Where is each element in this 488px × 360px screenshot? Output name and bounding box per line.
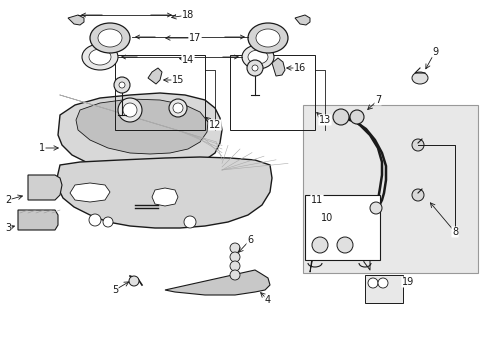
- Polygon shape: [18, 210, 58, 230]
- Text: 16: 16: [293, 63, 305, 73]
- Ellipse shape: [89, 49, 111, 65]
- Bar: [305, 195, 379, 260]
- Text: 4: 4: [264, 295, 270, 305]
- Circle shape: [411, 189, 423, 201]
- Circle shape: [349, 110, 363, 124]
- Circle shape: [369, 202, 381, 214]
- Bar: [229, 55, 314, 130]
- Circle shape: [118, 98, 142, 122]
- Bar: [303, 105, 477, 273]
- Circle shape: [332, 109, 348, 125]
- Circle shape: [119, 82, 125, 88]
- Text: 3: 3: [5, 223, 11, 233]
- Ellipse shape: [98, 29, 122, 47]
- Text: 2: 2: [5, 195, 11, 205]
- Circle shape: [103, 217, 113, 227]
- Text: 1: 1: [39, 143, 45, 153]
- Text: 15: 15: [171, 75, 184, 85]
- Bar: [115, 55, 204, 130]
- Ellipse shape: [411, 72, 427, 84]
- Circle shape: [229, 270, 240, 280]
- Text: 7: 7: [374, 95, 380, 105]
- Circle shape: [183, 216, 196, 228]
- Text: 10: 10: [320, 213, 332, 223]
- Circle shape: [114, 77, 130, 93]
- Circle shape: [246, 60, 263, 76]
- Circle shape: [251, 65, 258, 71]
- Polygon shape: [271, 58, 285, 76]
- Text: 19: 19: [401, 277, 413, 287]
- Text: 18: 18: [182, 10, 194, 20]
- Polygon shape: [68, 15, 84, 25]
- Ellipse shape: [247, 50, 267, 64]
- Ellipse shape: [311, 237, 327, 253]
- Text: 17: 17: [188, 33, 201, 43]
- Text: 14: 14: [182, 55, 194, 65]
- Circle shape: [173, 103, 183, 113]
- Polygon shape: [70, 183, 110, 202]
- Polygon shape: [76, 99, 207, 154]
- Ellipse shape: [90, 23, 130, 53]
- Ellipse shape: [247, 23, 287, 53]
- Circle shape: [229, 261, 240, 271]
- Circle shape: [411, 139, 423, 151]
- Circle shape: [229, 252, 240, 262]
- Polygon shape: [148, 68, 162, 84]
- Circle shape: [377, 278, 387, 288]
- Text: 6: 6: [246, 235, 253, 245]
- Polygon shape: [164, 270, 269, 295]
- Text: 11: 11: [310, 195, 323, 205]
- Ellipse shape: [336, 237, 352, 253]
- Polygon shape: [58, 93, 222, 170]
- Polygon shape: [28, 175, 62, 200]
- Polygon shape: [152, 188, 178, 206]
- Ellipse shape: [242, 45, 273, 69]
- Text: 9: 9: [431, 47, 437, 57]
- Ellipse shape: [82, 44, 118, 70]
- Circle shape: [129, 276, 139, 286]
- Circle shape: [169, 99, 186, 117]
- Circle shape: [367, 278, 377, 288]
- Text: 8: 8: [451, 227, 457, 237]
- Circle shape: [229, 243, 240, 253]
- Polygon shape: [57, 157, 271, 228]
- Text: 13: 13: [318, 115, 330, 125]
- Bar: [364, 275, 402, 303]
- Text: 5: 5: [112, 285, 118, 295]
- Ellipse shape: [256, 29, 280, 47]
- Circle shape: [89, 214, 101, 226]
- Polygon shape: [294, 15, 309, 25]
- Circle shape: [123, 103, 137, 117]
- Text: 12: 12: [208, 120, 221, 130]
